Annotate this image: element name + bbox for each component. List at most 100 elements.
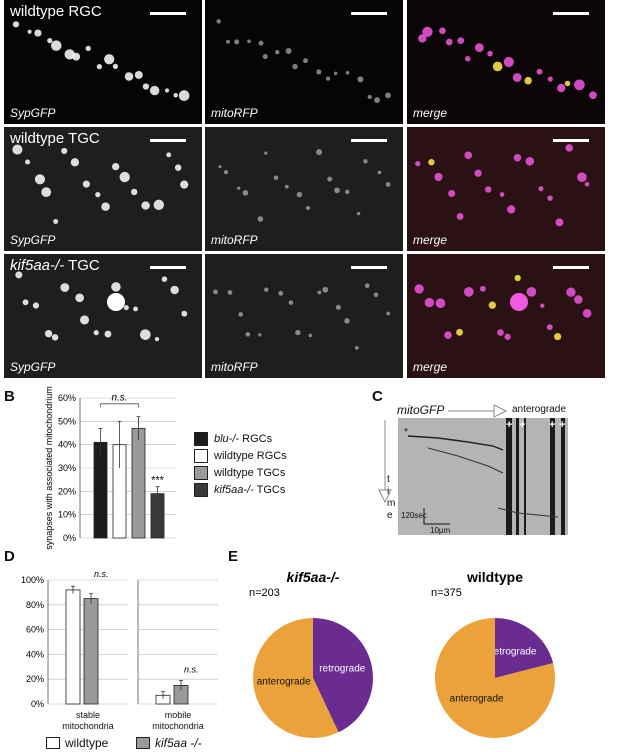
scale-bar bbox=[351, 266, 387, 269]
plus-marker: + bbox=[549, 419, 555, 431]
legend-swatch bbox=[46, 737, 60, 749]
panel-label-b: B bbox=[4, 388, 15, 405]
kymo-scale-bar bbox=[423, 508, 450, 525]
y-tick-label: 10% bbox=[58, 510, 76, 520]
micrograph-sypgfp: SypGFP wildtype TGC bbox=[4, 127, 202, 251]
slice-label: retrograde bbox=[490, 646, 537, 657]
micrograph-mitorfp: mitoRFP bbox=[205, 127, 403, 251]
row-title-text: TGC bbox=[64, 257, 100, 274]
time-letter: m bbox=[387, 498, 396, 509]
micrograph-sypgfp: SypGFP kif5aa-/- TGC bbox=[4, 254, 202, 378]
row-title: kif5aa-/- TGC bbox=[10, 257, 100, 274]
channel-label: mitoRFP bbox=[211, 233, 258, 247]
legend-label-text: TGCs bbox=[253, 484, 286, 496]
anterograde-arrow-icon bbox=[448, 404, 508, 418]
pie-slice bbox=[253, 618, 339, 738]
channel-label: merge bbox=[413, 106, 448, 120]
micrograph-mitorfp: mitoRFP bbox=[205, 254, 403, 378]
channel-label: mitoRFP bbox=[211, 360, 258, 374]
legend-swatch bbox=[136, 737, 150, 749]
scale-distance: 10μm bbox=[430, 526, 451, 535]
scale-bar bbox=[553, 139, 589, 142]
row-title-italic: kif5aa-/- bbox=[10, 257, 65, 274]
panel-label-c: C bbox=[372, 388, 383, 405]
row-title: wildtype RGC bbox=[10, 3, 102, 20]
group-label: stable bbox=[75, 710, 101, 720]
legend-swatch bbox=[194, 483, 208, 497]
y-tick-label: 60% bbox=[58, 393, 76, 403]
channel-label: SypGFP bbox=[10, 106, 56, 120]
time-letter: t bbox=[387, 474, 390, 485]
micrograph-merge: merge bbox=[407, 254, 605, 378]
y-tick-label: 50% bbox=[58, 416, 76, 426]
y-tick-label: 0% bbox=[63, 533, 76, 543]
scale-bar bbox=[553, 12, 589, 15]
stationary-track bbox=[506, 418, 512, 535]
pie-slice bbox=[313, 618, 373, 733]
panel-label-e: E bbox=[228, 548, 239, 565]
pie-n: n=375 bbox=[431, 587, 462, 599]
ns-annotation: n.s. bbox=[111, 392, 127, 403]
kymo-direction: anterograde bbox=[512, 404, 566, 415]
legend-swatch bbox=[194, 432, 208, 446]
pie-title: kif5aa-/- bbox=[287, 569, 340, 585]
legend-label-text: wildtype RGCs bbox=[214, 450, 287, 462]
kymograph: * + + + +120sec 10μm bbox=[398, 418, 568, 535]
legend-swatch bbox=[194, 466, 208, 480]
stationary-track bbox=[561, 418, 565, 535]
time-arrow-icon bbox=[378, 420, 392, 504]
slice-label: anterograde bbox=[450, 694, 504, 705]
legend-label: wildtype TGCs bbox=[214, 467, 285, 479]
y-tick-label: 40% bbox=[58, 440, 76, 450]
legend-label-italic: blu-/- bbox=[214, 433, 240, 445]
legend-item: kif5aa -/- bbox=[136, 736, 202, 750]
y-tick-label: 0% bbox=[31, 699, 44, 708]
legend-label: kif5aa-/- TGCs bbox=[214, 484, 285, 496]
scale-bar bbox=[351, 12, 387, 15]
micrograph-mitorfp: mitoRFP bbox=[205, 0, 403, 124]
significance-annotation: *** bbox=[151, 475, 165, 487]
legend-label: wildtype RGCs bbox=[214, 450, 287, 462]
channel-label: merge bbox=[413, 360, 448, 374]
legend-label: blu-/- RGCs bbox=[214, 433, 272, 445]
time-letter: e bbox=[387, 510, 393, 521]
channel-label: mitoRFP bbox=[211, 106, 258, 120]
ns-bracket bbox=[100, 403, 139, 408]
bar bbox=[93, 441, 108, 539]
time-letter: i bbox=[387, 486, 390, 497]
legend-item: wildtype bbox=[46, 736, 108, 750]
legend-label: wildtype bbox=[65, 736, 109, 750]
legend-item: wildtype RGCs bbox=[194, 449, 287, 463]
ns-annotation: n.s. bbox=[94, 569, 109, 579]
y-tick-label: 60% bbox=[26, 625, 44, 635]
channel-label: SypGFP bbox=[10, 233, 56, 247]
legend-label-italic: kif5aa -/- bbox=[155, 736, 202, 750]
scale-bar bbox=[150, 12, 186, 15]
scale-bar bbox=[351, 139, 387, 142]
legend-label-text: RGCs bbox=[239, 433, 273, 445]
micrograph-sypgfp: SypGFP wildtype RGC bbox=[4, 0, 202, 124]
kymo-title: mitoGFP bbox=[397, 403, 445, 417]
chart-b-synapses: 0% 10% 20% 30% 40% 50% 60% synapses with associ… bbox=[44, 386, 176, 550]
scale-time: 120sec bbox=[401, 511, 427, 520]
y-axis-label: synapses with associated mitochondrium bbox=[44, 386, 54, 550]
channel-label: SypGFP bbox=[10, 360, 56, 374]
plus-marker: + bbox=[559, 419, 565, 431]
pie-title: wildtype bbox=[466, 569, 523, 585]
legend-item: kif5aa-/- TGCs bbox=[194, 483, 285, 497]
pie-slice bbox=[435, 618, 555, 738]
scale-bar bbox=[150, 139, 186, 142]
chart-e-pies: kif5aa-/- n=203 retrograde anterograde wildt… bbox=[249, 569, 555, 738]
moving-track bbox=[407, 435, 504, 451]
slice-label: anterograde bbox=[257, 677, 311, 688]
legend-label-text: wildtype TGCs bbox=[214, 467, 286, 479]
plus-marker: + bbox=[519, 419, 525, 431]
micrograph-merge: merge bbox=[407, 0, 605, 124]
y-tick-label: 80% bbox=[26, 600, 44, 610]
y-tick-label: 100% bbox=[21, 575, 44, 585]
bar bbox=[65, 589, 81, 705]
slice-label: retrograde bbox=[319, 663, 366, 674]
panel-label-d: D bbox=[4, 548, 15, 565]
y-tick-label: 30% bbox=[58, 463, 76, 473]
bar bbox=[131, 427, 146, 539]
